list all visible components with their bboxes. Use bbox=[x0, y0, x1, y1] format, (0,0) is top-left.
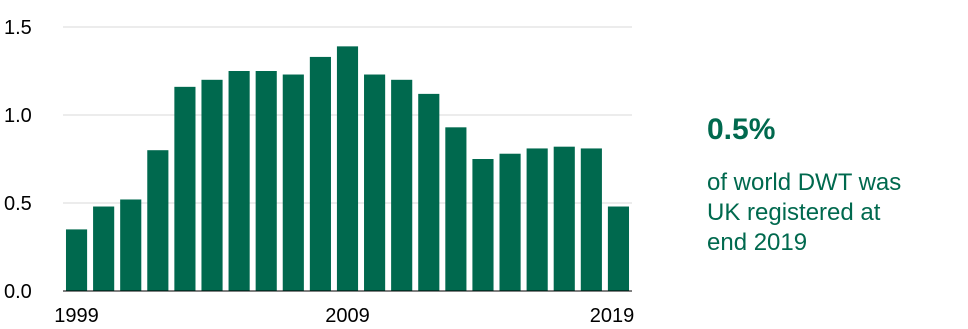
bar-2013 bbox=[445, 127, 467, 291]
x-tick-label: 2009 bbox=[325, 305, 370, 327]
callout: 0.5% of world DWT was UK registered at e… bbox=[707, 108, 967, 258]
x-tick-label: 2019 bbox=[590, 305, 635, 327]
y-tick-label: 1.5 bbox=[4, 17, 32, 39]
bar-2004 bbox=[201, 79, 223, 291]
y-tick-label: 0.0 bbox=[4, 281, 32, 303]
bar-2016 bbox=[526, 148, 548, 291]
bar-2011 bbox=[391, 79, 413, 291]
bar-2018 bbox=[580, 148, 602, 291]
bar-2012 bbox=[418, 93, 440, 291]
bar-2010 bbox=[364, 74, 386, 292]
bar-2002 bbox=[147, 150, 169, 291]
bar-2001 bbox=[120, 199, 142, 291]
bars bbox=[65, 46, 630, 292]
callout-description: of world DWT was UK registered at end 20… bbox=[707, 168, 967, 258]
bar-2017 bbox=[553, 146, 575, 291]
bar-2019 bbox=[607, 206, 630, 291]
bar-2000 bbox=[93, 206, 115, 291]
bar-2015 bbox=[499, 153, 521, 291]
callout-line-2: UK registered at bbox=[707, 199, 881, 226]
x-tick-label: 1999 bbox=[54, 305, 99, 327]
bar-2006 bbox=[255, 71, 277, 291]
callout-line-3: end 2019 bbox=[707, 229, 808, 256]
bar-2005 bbox=[228, 71, 250, 291]
bar-2003 bbox=[174, 86, 196, 291]
bar-2007 bbox=[282, 74, 304, 292]
bar-1999 bbox=[65, 229, 88, 291]
bar-2009 bbox=[336, 46, 359, 291]
y-axis-tick-labels: 0.0 0.5 1.0 1.5 bbox=[4, 17, 32, 303]
x-axis-tick-labels: 1999 2009 2019 bbox=[54, 305, 634, 327]
y-tick-label: 0.5 bbox=[4, 193, 32, 215]
callout-line-1: of world DWT was bbox=[707, 169, 902, 196]
y-tick-label: 1.0 bbox=[4, 105, 32, 127]
bar-2014 bbox=[472, 159, 494, 291]
bar-2008 bbox=[309, 56, 331, 291]
callout-stat: 0.5% bbox=[707, 113, 776, 146]
